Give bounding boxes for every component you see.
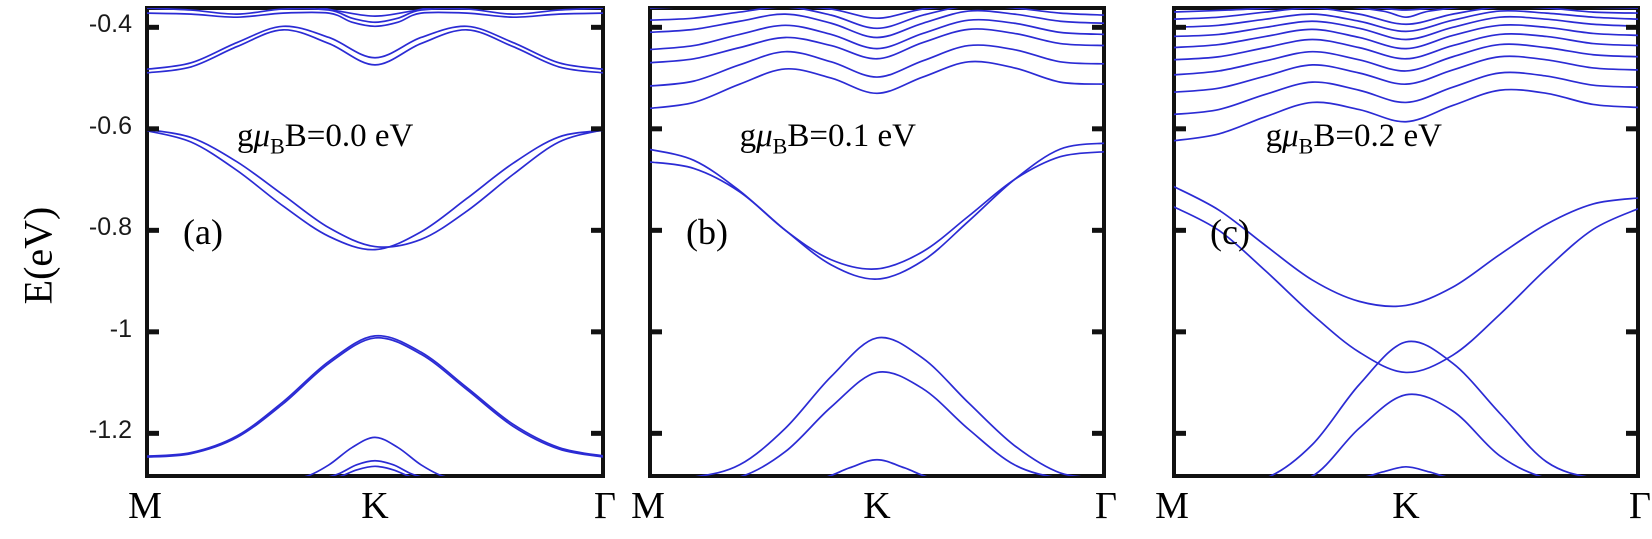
annot-rest-a: B=0.0 eV xyxy=(284,117,414,154)
x-tick-label-c-m: M xyxy=(1155,485,1189,527)
band-curve xyxy=(650,44,1104,87)
band-curve xyxy=(1366,465,1446,476)
x-tick-label-c-gamma: Γ xyxy=(1629,485,1651,527)
band-curve xyxy=(650,18,1104,51)
band-curve xyxy=(147,28,603,74)
band-curve xyxy=(650,28,1104,64)
band-curve xyxy=(147,25,603,71)
annot-sub-c: B xyxy=(1298,133,1314,159)
annot-g-a: g xyxy=(237,117,254,154)
band-curve-group xyxy=(650,8,1104,476)
band-curve xyxy=(650,148,1104,271)
band-curve xyxy=(650,9,1104,39)
band-curve xyxy=(650,8,942,20)
x-tick-label-a-k: K xyxy=(361,485,389,527)
band-curve xyxy=(1174,185,1638,308)
band-curve xyxy=(1174,55,1638,93)
band-curves-panel-a xyxy=(147,8,603,476)
annot-sub-b: B xyxy=(772,133,788,159)
band-curve xyxy=(304,436,446,476)
band-curve xyxy=(1174,15,1638,41)
annot-mu-c: μ xyxy=(1282,117,1299,154)
band-curve xyxy=(147,128,603,248)
y-tick-label-3: -1 xyxy=(109,314,132,343)
band-curve xyxy=(147,8,603,24)
plot-panel-b xyxy=(648,6,1106,478)
band-curve xyxy=(147,129,603,251)
x-tick-label-b-gamma: Γ xyxy=(1095,485,1117,527)
annot-g-b: g xyxy=(739,117,757,154)
x-tick-label-b-k: K xyxy=(863,485,891,527)
annot-mu-a: μ xyxy=(253,117,271,154)
panel-tag-a: (a) xyxy=(183,212,223,253)
panel-tag-c: (c) xyxy=(1210,212,1250,253)
band-curve xyxy=(1174,9,1638,33)
band-curve xyxy=(1268,340,1587,476)
y-tick-label-1: -0.6 xyxy=(88,111,132,140)
x-tick-label-c-k: K xyxy=(1392,485,1420,527)
band-curve xyxy=(147,336,603,458)
band-curve xyxy=(694,336,1082,476)
band-curves-panel-b xyxy=(650,8,1104,476)
annot-g-c: g xyxy=(1265,117,1283,154)
band-curve xyxy=(650,60,1104,110)
band-curve xyxy=(1174,71,1638,116)
band-curve-group xyxy=(1174,8,1638,476)
band-curve xyxy=(1174,206,1638,374)
band-curve xyxy=(318,8,432,18)
panel-annotation-c: gμBB=0.2 eV xyxy=(1266,118,1442,160)
annot-rest-b: B=0.1 eV xyxy=(787,117,916,154)
band-curve xyxy=(826,458,928,476)
band-curve xyxy=(1174,8,1638,19)
x-tick-label-a-gamma: Γ xyxy=(594,485,616,527)
band-curve xyxy=(1174,33,1638,61)
panel-tag-b: (b) xyxy=(686,212,728,253)
panel-annotation-a: gμBB=0.0 eV xyxy=(237,118,413,160)
x-tick-label-a-m: M xyxy=(128,485,162,527)
band-curve xyxy=(1174,23,1638,50)
y-tick-label-0: -0.4 xyxy=(88,10,132,39)
band-curve xyxy=(147,334,603,457)
y-tick-label-4: -1.2 xyxy=(88,416,132,445)
band-curve xyxy=(1174,88,1638,142)
annot-sub-a: B xyxy=(270,133,285,159)
band-curve xyxy=(650,142,1104,280)
plot-panel-a xyxy=(145,6,605,478)
band-curve xyxy=(650,8,1104,30)
panel-annotation-b: gμBB=0.1 eV xyxy=(740,118,916,160)
annot-mu-b: μ xyxy=(756,117,773,154)
band-curve-group xyxy=(147,8,603,476)
y-tick-label-2: -0.8 xyxy=(88,213,132,242)
band-curve xyxy=(1370,8,1442,11)
annot-rest-c: B=0.2 eV xyxy=(1313,117,1442,154)
band-curve xyxy=(739,371,1053,476)
band-curve xyxy=(328,459,422,476)
x-tick-label-b-m: M xyxy=(631,485,665,527)
band-curve xyxy=(147,11,603,28)
band-curves-panel-c xyxy=(1174,8,1638,476)
band-curve xyxy=(1174,43,1638,76)
band-curve xyxy=(338,465,412,476)
band-curve xyxy=(1310,393,1543,476)
band-curve xyxy=(1174,8,1638,26)
